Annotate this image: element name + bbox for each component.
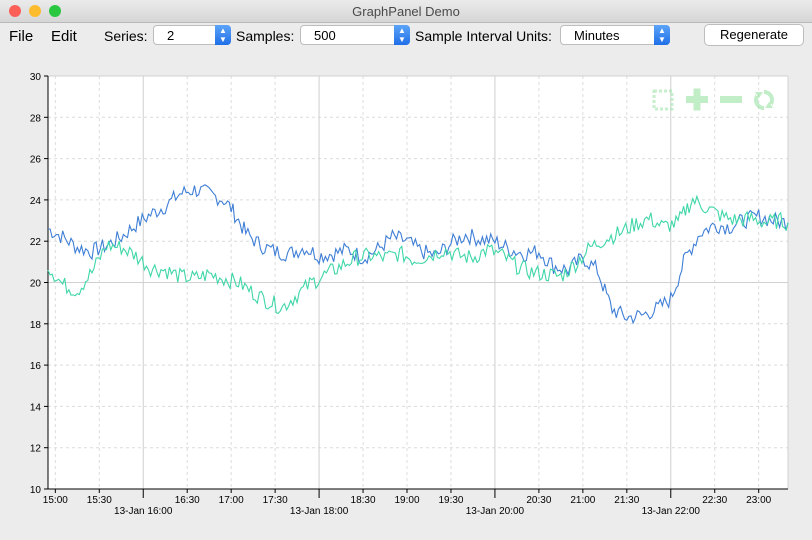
series-lines [47, 184, 789, 325]
y-axis: 10 12 14 16 18 20 22 24 26 28 30 [30, 72, 49, 496]
y-tick-label: 14 [30, 402, 42, 413]
x-tick-label: 18:30 [351, 495, 376, 506]
menu-file[interactable]: File [9, 28, 34, 45]
x-tick-label: 16:30 [175, 495, 200, 506]
x-tick-label: 21:00 [570, 495, 595, 506]
x-tick-label: 19:00 [394, 495, 419, 506]
y-tick-label: 18 [30, 320, 42, 331]
y-tick-label: 16 [30, 361, 42, 372]
toolbar: File Edit Series: 2 ▲ ▼ Samples: 500 ▲ ▼ S… [0, 23, 812, 50]
x-axis: 15:00 15:30 16:30 17:00 17:30 18:30 19:00 19:30… [43, 488, 788, 517]
zoom-out-icon[interactable] [720, 96, 742, 103]
series-label: Series: [104, 28, 148, 44]
menu-edit[interactable]: Edit [51, 28, 77, 45]
x-tick-label: 15:30 [87, 495, 112, 506]
x-major-tick-label: 13-Jan 18:00 [290, 506, 349, 517]
regenerate-button[interactable]: Regenerate [704, 24, 804, 46]
x-tick-label: 21:30 [614, 495, 639, 506]
x-tick-label: 17:30 [263, 495, 288, 506]
minimize-window-button[interactable] [29, 5, 41, 17]
chevron-up-down-icon: ▲ ▼ [394, 25, 410, 45]
y-tick-label: 30 [30, 72, 42, 83]
series-line-1 [48, 184, 789, 325]
interval-select[interactable]: Minutes ▲ ▼ [560, 25, 670, 45]
interval-label: Sample Interval Units: [415, 28, 552, 44]
series-value: 2 [167, 28, 175, 43]
x-major-tick-label: 13-Jan 16:00 [114, 506, 173, 517]
y-tick-label: 26 [30, 155, 42, 166]
y-tick-label: 24 [30, 196, 42, 207]
samples-label: Samples: [236, 28, 295, 44]
close-window-button[interactable] [9, 5, 21, 17]
zoom-window-button[interactable] [49, 5, 61, 17]
window-title: GraphPanel Demo [352, 4, 460, 19]
x-tick-label: 22:30 [702, 495, 727, 506]
x-major-tick-label: 13-Jan 20:00 [466, 506, 525, 517]
graph-tools [652, 88, 774, 111]
window-titlebar: GraphPanel Demo [0, 0, 812, 23]
x-major-tick-label: 13-Jan 22:00 [642, 506, 701, 517]
x-tick-label: 17:00 [219, 495, 244, 506]
zoom-box-icon[interactable] [652, 89, 674, 111]
series-line-2 [47, 194, 789, 315]
y-tick-label: 12 [30, 444, 42, 455]
samples-value: 500 [314, 28, 336, 43]
x-tick-label: 15:00 [43, 495, 68, 506]
y-tick-label: 10 [30, 485, 42, 496]
interval-value: Minutes [574, 28, 620, 43]
series-select[interactable]: 2 ▲ ▼ [153, 25, 231, 45]
y-tick-label: 22 [30, 237, 42, 248]
x-tick-label: 20:30 [526, 495, 551, 506]
chevron-up-down-icon: ▲ ▼ [215, 25, 231, 45]
y-tick-label: 28 [30, 113, 42, 124]
x-tick-label: 19:30 [438, 495, 463, 506]
reset-icon[interactable] [754, 90, 774, 110]
samples-select[interactable]: 500 ▲ ▼ [300, 25, 410, 45]
x-tick-label: 23:00 [746, 495, 771, 506]
graph-panel[interactable]: 10 12 14 16 18 20 22 24 26 28 30 15:00 15:30 16:30 17… [0, 50, 812, 540]
y-tick-label: 20 [30, 279, 42, 290]
zoom-in-icon[interactable] [686, 88, 708, 111]
chevron-up-down-icon: ▲ ▼ [654, 25, 670, 45]
